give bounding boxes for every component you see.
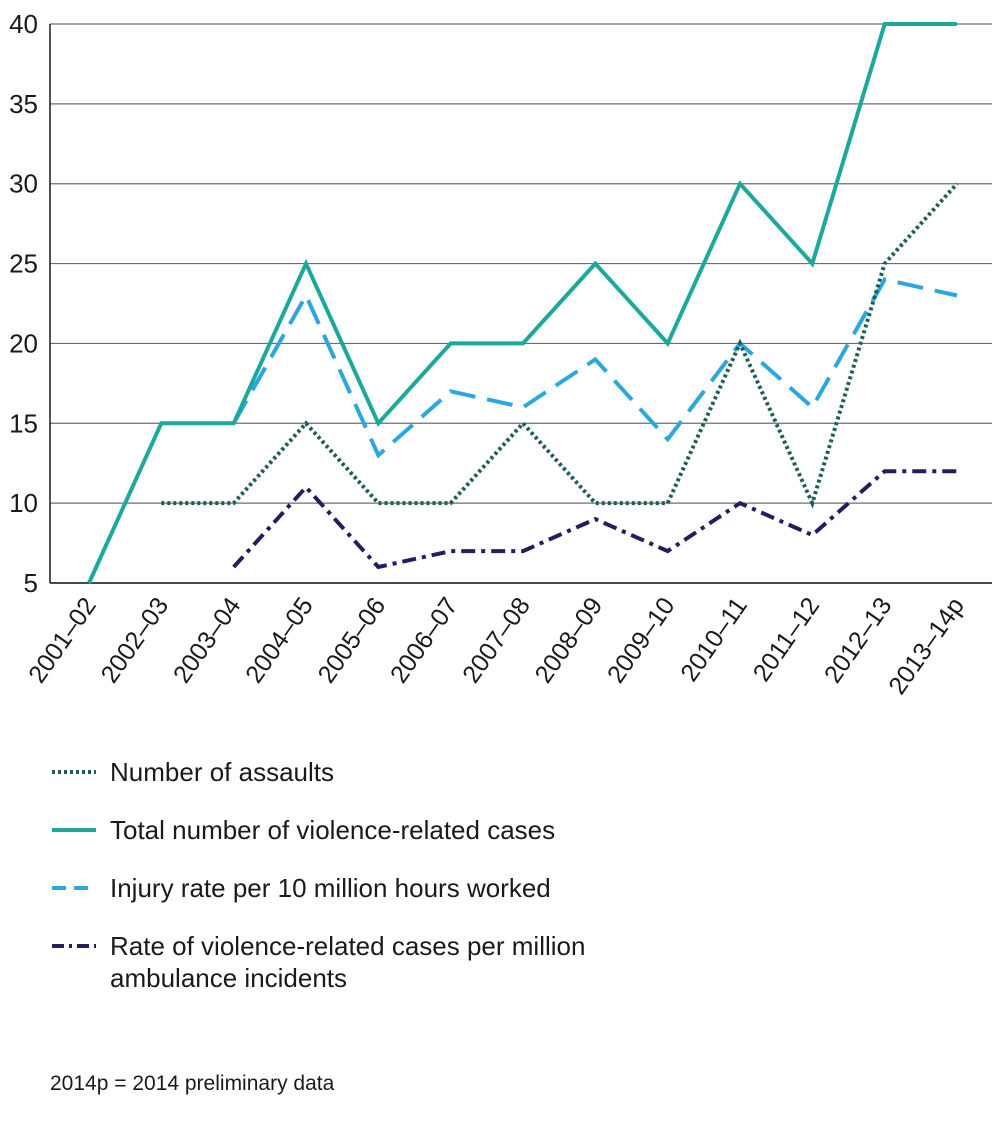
y-axis: 5 10 15 20 25 30 35 40 (9, 9, 38, 598)
x-tick-label: 2004–05 (240, 592, 319, 688)
x-tick-label: 2001–02 (23, 592, 102, 688)
y-tick-label: 25 (9, 249, 38, 279)
x-tick-label: 2012–13 (819, 592, 898, 688)
x-tick-label: 2007–08 (457, 592, 536, 688)
legend-item-rate: Rate of violence-related cases per milli… (50, 926, 750, 994)
grid (49, 23, 992, 584)
x-axis: 2001–022002–032003–042004–052005–062006–… (23, 592, 970, 699)
legend-swatch-assaults (52, 770, 96, 774)
series-line-assaults (161, 182, 959, 509)
legend: Number of assaults Total number of viole… (50, 752, 750, 1012)
y-tick-label: 15 (9, 408, 38, 438)
legend-item-total: Total number of violence-related cases (50, 810, 750, 850)
y-tick-label: 10 (9, 488, 38, 518)
x-tick-label: 2006–07 (385, 592, 464, 688)
y-tick-label: 20 (9, 328, 38, 358)
y-tick-label: 35 (9, 89, 38, 119)
footnote: 2014p = 2014 preliminary data (50, 1072, 335, 1095)
x-tick-label: 2009–10 (602, 592, 681, 688)
y-tick-label: 30 (9, 169, 38, 199)
legend-item-injury: Injury rate per 10 million hours worked (50, 868, 750, 908)
x-tick-label: 2010–11 (675, 592, 753, 686)
x-tick-label: 2005–06 (312, 592, 391, 688)
legend-label: Total number of violence-related cases (110, 815, 556, 845)
x-tick-label: 2008–09 (529, 592, 608, 688)
legend-label: Rate of violence-related cases per milli… (110, 926, 585, 994)
legend-label: Number of assaults (110, 757, 334, 787)
legend-label: Injury rate per 10 million hours worked (110, 873, 551, 903)
legend-swatch-injury (52, 886, 96, 890)
series-lines (87, 22, 959, 584)
y-tick-label: 5 (24, 568, 38, 598)
legend-swatch-rate (52, 944, 96, 948)
y-tick-label: 40 (9, 9, 38, 39)
series-line-total (87, 22, 957, 584)
x-tick-label: 2003–04 (168, 592, 247, 688)
series-line-rate (232, 469, 957, 570)
legend-label-line2: ambulance incidents (110, 963, 348, 993)
legend-label-line1: Rate of violence-related cases per milli… (110, 931, 586, 961)
legend-item-assaults: Number of assaults (50, 752, 750, 792)
x-tick-label: 2011–12 (748, 592, 826, 686)
series-line-injury (231, 277, 958, 459)
legend-swatch-total (52, 828, 96, 832)
x-tick-label: 2002–03 (95, 592, 174, 688)
